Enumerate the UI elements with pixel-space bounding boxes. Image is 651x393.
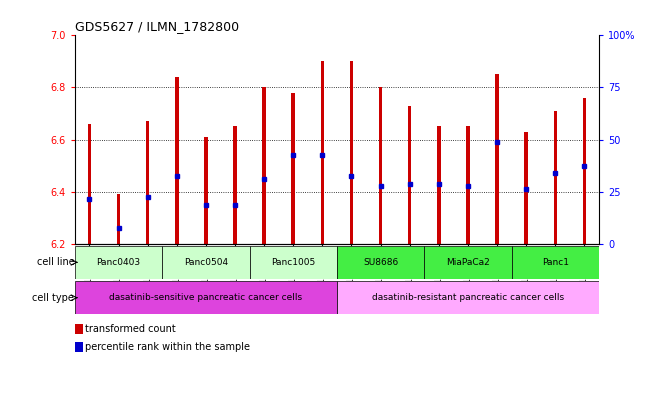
Bar — [512, 246, 599, 279]
Text: dasatinib-sensitive pancreatic cancer cells: dasatinib-sensitive pancreatic cancer ce… — [109, 293, 303, 302]
Bar — [162, 246, 249, 279]
Text: dasatinib-resistant pancreatic cancer cells: dasatinib-resistant pancreatic cancer ce… — [372, 293, 564, 302]
Text: MiaPaCa2: MiaPaCa2 — [446, 258, 490, 267]
Text: SU8686: SU8686 — [363, 258, 398, 267]
Text: cell line: cell line — [36, 257, 74, 267]
Bar — [117, 194, 120, 244]
Bar — [408, 106, 411, 244]
Text: cell type: cell type — [33, 293, 74, 303]
Text: Panc0504: Panc0504 — [184, 258, 228, 267]
Text: percentile rank within the sample: percentile rank within the sample — [85, 342, 250, 352]
Bar — [379, 88, 382, 244]
Bar — [495, 74, 499, 244]
Bar — [75, 246, 162, 279]
Bar — [337, 281, 599, 314]
Bar — [320, 61, 324, 244]
Bar — [75, 281, 337, 314]
Bar — [437, 127, 441, 244]
Bar — [337, 246, 424, 279]
Bar — [466, 127, 469, 244]
Bar — [249, 246, 337, 279]
Text: Panc1005: Panc1005 — [271, 258, 315, 267]
Bar — [424, 246, 512, 279]
Bar — [88, 124, 91, 244]
Bar — [553, 111, 557, 244]
Bar — [350, 61, 353, 244]
Text: Panc1: Panc1 — [542, 258, 569, 267]
Bar — [146, 121, 149, 244]
Text: GDS5627 / ILMN_1782800: GDS5627 / ILMN_1782800 — [75, 20, 239, 33]
Bar — [262, 88, 266, 244]
Bar — [525, 132, 528, 244]
Bar — [233, 127, 237, 244]
Bar — [292, 93, 295, 244]
Bar — [204, 137, 208, 244]
Bar — [175, 77, 178, 244]
Bar — [583, 98, 586, 244]
Text: Panc0403: Panc0403 — [96, 258, 141, 267]
Text: transformed count: transformed count — [85, 324, 176, 334]
